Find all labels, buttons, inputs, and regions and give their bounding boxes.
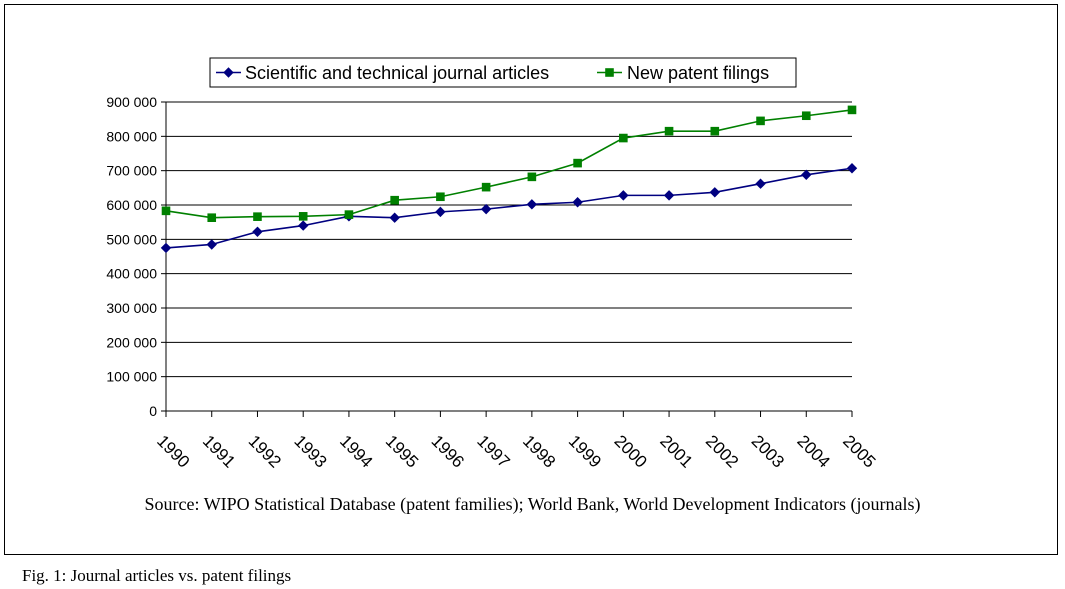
data-point-square [253, 212, 262, 221]
x-tick-label: 1990 [153, 431, 193, 471]
y-tick-label: 800 000 [106, 128, 157, 144]
series-line [165, 109, 853, 219]
data-point-diamond [206, 239, 217, 250]
gridlines [166, 101, 852, 378]
x-tick-label: 1996 [428, 431, 468, 471]
data-point-diamond [846, 163, 858, 174]
data-point-square [436, 192, 445, 202]
y-tick-label: 900 000 [106, 94, 157, 110]
data-point-diamond [297, 220, 309, 231]
data-point-diamond [618, 190, 629, 201]
data-point-diamond [572, 197, 583, 208]
data-point-square [298, 212, 308, 221]
x-tick-label: 2002 [702, 431, 742, 471]
x-tick-label: 1993 [290, 431, 330, 471]
data-point-square [573, 158, 582, 168]
data-point-diamond [755, 178, 766, 189]
x-tick-label: 1995 [382, 431, 422, 471]
data-point-square [710, 126, 720, 136]
legend-label: New patent filings [627, 63, 769, 83]
series-1 [161, 105, 857, 223]
legend: Scientific and technical journal article… [209, 57, 797, 88]
data-point-square [605, 68, 614, 77]
y-tick-label: 700 000 [106, 163, 157, 179]
data-point-square [390, 195, 399, 205]
y-tick-label: 600 000 [106, 197, 157, 213]
data-point-square [344, 210, 354, 219]
data-point-square [619, 133, 628, 143]
axes: 0 100 000 200 000 300 000 400 000 500 000 600 … [106, 94, 879, 472]
data-point-square [801, 111, 811, 121]
data-point-diamond [663, 190, 675, 201]
data-point-square [527, 172, 537, 182]
x-tick-label: 1994 [336, 431, 376, 471]
data-point-diamond [252, 226, 263, 237]
chart-frame [4, 4, 1058, 555]
data-point-diamond [223, 67, 234, 78]
data-point-diamond [480, 203, 492, 215]
series-lines [160, 105, 858, 254]
data-point-square [161, 206, 171, 216]
x-tick-label: 2000 [611, 431, 651, 471]
data-point-diamond [709, 187, 721, 198]
series-line [165, 167, 853, 249]
x-tick-label: 1992 [245, 431, 285, 471]
data-point-diamond [389, 212, 400, 223]
y-tick-label: 400 000 [106, 266, 157, 282]
y-tick-label: 300 000 [106, 300, 157, 316]
x-tick-label: 2004 [793, 431, 833, 471]
figure-caption: Fig. 1: Journal articles vs. patent fili… [22, 566, 292, 585]
y-tick-label: 500 000 [106, 231, 157, 247]
data-point-square [207, 213, 217, 223]
x-tick-label: 2003 [748, 431, 788, 471]
y-tick-label: 200 000 [106, 334, 157, 350]
x-tick-label: 1997 [473, 431, 513, 471]
source-note: Source: WIPO Statistical Database (paten… [144, 494, 921, 514]
x-tick-label: 1999 [565, 431, 605, 471]
data-point-square [664, 126, 674, 136]
data-point-diamond [801, 169, 812, 180]
data-point-diamond [160, 242, 172, 254]
data-point-diamond [435, 206, 446, 218]
x-tick-label: 1998 [519, 431, 559, 471]
x-tick-label: 2005 [839, 431, 879, 471]
series-0 [160, 163, 858, 254]
legend-label: Scientific and technical journal article… [245, 63, 549, 83]
legend-box [209, 57, 797, 88]
y-tick-label: 100 000 [106, 369, 157, 385]
data-point-square [756, 116, 765, 126]
data-point-square [481, 182, 491, 192]
y-tick-label: 0 [149, 403, 157, 419]
data-point-square [847, 105, 857, 115]
data-point-diamond [526, 199, 538, 210]
x-tick-label: 1991 [199, 431, 239, 471]
x-tick-label: 2001 [656, 431, 696, 471]
